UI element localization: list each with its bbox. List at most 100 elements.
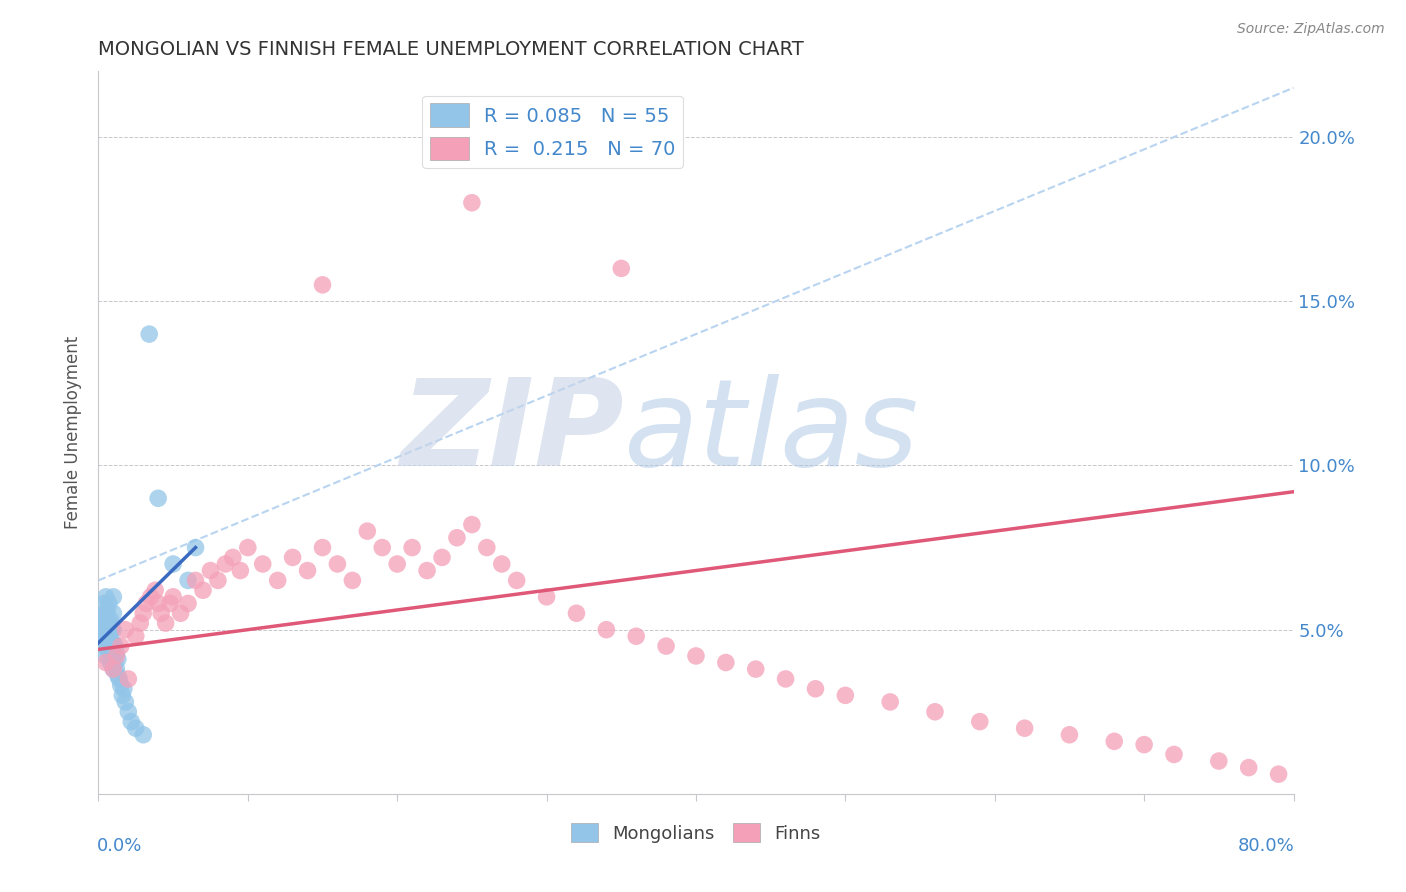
Point <box>446 531 468 545</box>
Point <box>1208 754 1230 768</box>
Point <box>1014 721 1036 735</box>
Point <box>97 616 120 631</box>
Point <box>93 623 115 637</box>
Point <box>401 541 423 555</box>
Point <box>125 629 148 643</box>
Point <box>214 557 236 571</box>
Point <box>565 607 588 621</box>
Point <box>924 705 946 719</box>
Point <box>114 695 136 709</box>
Point <box>103 636 125 650</box>
Point <box>135 596 157 610</box>
Legend: Mongolians, Finns: Mongolians, Finns <box>564 816 828 850</box>
Point <box>96 623 118 637</box>
Point <box>110 639 132 653</box>
Point <box>104 656 127 670</box>
Point <box>96 632 118 647</box>
Point <box>97 636 120 650</box>
Point <box>1267 767 1289 781</box>
Text: MONGOLIAN VS FINNISH FEMALE UNEMPLOYMENT CORRELATION CHART: MONGOLIAN VS FINNISH FEMALE UNEMPLOYMENT… <box>98 39 804 59</box>
Point <box>162 590 184 604</box>
Point <box>159 596 181 610</box>
Point <box>475 541 498 555</box>
Point <box>252 557 274 571</box>
Point <box>111 689 134 703</box>
Point <box>101 623 124 637</box>
Point <box>103 623 125 637</box>
Point <box>96 603 118 617</box>
Point <box>104 639 127 653</box>
Point <box>143 583 166 598</box>
Point <box>94 590 117 604</box>
Point <box>94 656 117 670</box>
Point <box>311 277 333 292</box>
Point <box>112 681 135 696</box>
Point <box>129 616 152 631</box>
Point <box>94 648 117 663</box>
Point <box>430 550 453 565</box>
Point <box>281 550 304 565</box>
Point <box>103 662 125 676</box>
Point <box>107 652 129 666</box>
Point <box>114 623 136 637</box>
Point <box>461 195 484 210</box>
Point <box>184 541 207 555</box>
Point <box>148 596 170 610</box>
Point <box>356 524 378 538</box>
Point <box>169 607 191 621</box>
Point <box>132 728 155 742</box>
Point <box>103 662 125 676</box>
Point <box>1163 747 1185 762</box>
Point <box>745 662 768 676</box>
Point <box>267 574 290 588</box>
Point <box>125 721 148 735</box>
Point <box>969 714 991 729</box>
Point <box>94 619 117 633</box>
Point <box>103 590 125 604</box>
Point <box>610 261 633 276</box>
Point <box>94 629 117 643</box>
Point <box>98 642 122 657</box>
Point <box>1104 734 1126 748</box>
Point <box>200 564 222 578</box>
Point <box>94 639 117 653</box>
Point <box>491 557 513 571</box>
Point <box>326 557 349 571</box>
Text: Source: ZipAtlas.com: Source: ZipAtlas.com <box>1237 22 1385 37</box>
Point <box>297 564 319 578</box>
Point <box>834 689 856 703</box>
Point <box>461 517 484 532</box>
Point <box>685 648 707 663</box>
Point <box>101 639 124 653</box>
Point <box>714 656 737 670</box>
Point <box>98 613 122 627</box>
Point <box>138 327 160 342</box>
Point <box>595 623 617 637</box>
Point <box>1059 728 1081 742</box>
Point <box>98 656 122 670</box>
Point <box>139 590 162 604</box>
Point <box>91 616 114 631</box>
Text: 0.0%: 0.0% <box>97 838 142 855</box>
Point <box>96 642 118 657</box>
Point <box>101 652 124 666</box>
Point <box>371 541 394 555</box>
Point <box>120 714 142 729</box>
Point <box>177 596 200 610</box>
Point <box>207 574 229 588</box>
Point <box>97 646 120 660</box>
Point <box>1237 761 1260 775</box>
Point <box>626 629 648 643</box>
Point <box>93 596 115 610</box>
Point <box>506 574 529 588</box>
Point <box>879 695 901 709</box>
Point <box>191 583 214 598</box>
Point <box>148 491 170 506</box>
Point <box>96 613 118 627</box>
Point <box>229 564 252 578</box>
Point <box>117 672 139 686</box>
Point <box>107 668 129 682</box>
Point <box>162 557 184 571</box>
Text: 80.0%: 80.0% <box>1237 838 1295 855</box>
Point <box>105 662 128 676</box>
